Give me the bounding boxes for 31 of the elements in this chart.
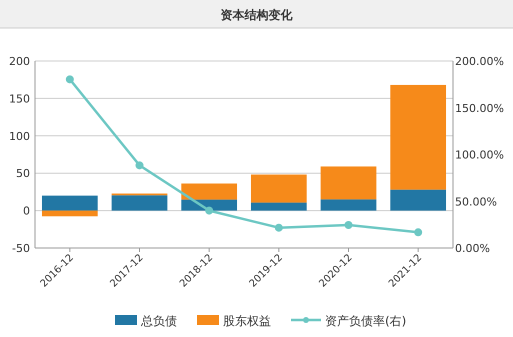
bar [320,199,376,211]
chart-title: 资本结构变化 [220,8,294,22]
y-tick-label: 50 [16,167,30,180]
bar [42,210,98,216]
bar [250,202,307,211]
point [274,224,283,232]
legend-label: 资产负债率(右) [325,314,406,328]
point [414,228,422,236]
bar [42,196,98,211]
point [66,75,74,84]
point [344,221,352,229]
bar [390,190,446,211]
bar [390,84,446,190]
y2-tick-label: 0.00% [455,242,490,255]
y-tick-label: 100 [9,130,30,143]
bar [250,174,307,203]
legend-label: 股东权益 [223,314,271,328]
y2-tick-label: 100.00% [455,148,504,162]
y-tick-label: 0 [23,204,30,218]
y2-tick-label: 50.00% [455,195,497,208]
bar [181,184,238,200]
bar [320,166,376,200]
point [205,206,214,215]
y2-tick-label: 150.00% [455,102,504,115]
y-tick-label: 200 [9,55,30,68]
bar [112,195,168,211]
legend-label: 总负债 [140,314,177,328]
y-tick-label: 150 [9,92,30,106]
point [136,161,144,170]
y2-tick-label: 200.00% [455,55,504,68]
y-tick-label: -50 [12,242,30,255]
